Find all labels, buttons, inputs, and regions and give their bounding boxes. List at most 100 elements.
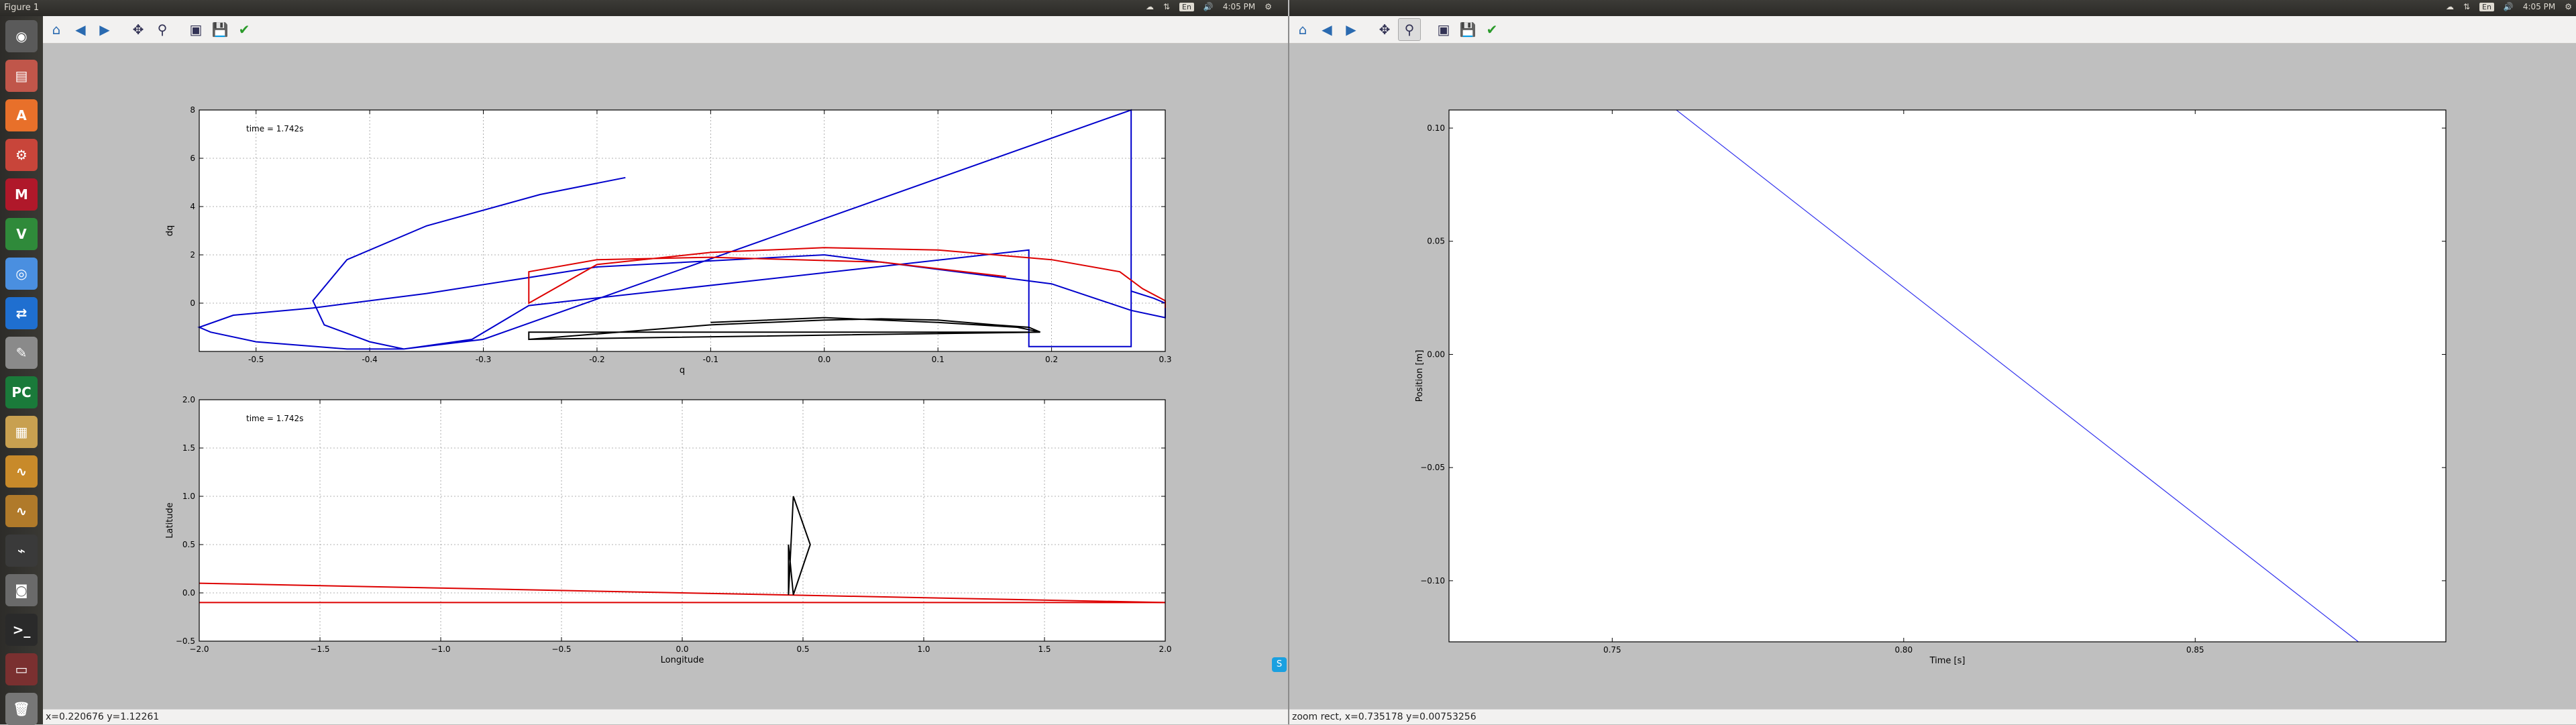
files-icon[interactable]: ▤	[5, 60, 38, 92]
forward-button[interactable]: ▶	[94, 19, 115, 40]
chrome-icon[interactable]: ◎	[5, 258, 38, 290]
pan-icon: ✥	[1379, 21, 1391, 38]
phase-x-tick-label: 0.3	[1159, 355, 1171, 364]
phase-x-axis-label: q	[680, 366, 685, 376]
mendeley-icon[interactable]: M	[5, 178, 38, 211]
figure-1-window: ⌂ ◀ ▶ ✥ ⚲ ▣ 💾 ✔ -0.5 -0.4 -0.3 -0.2 -0.1 0.0 0.1 0.2 0.…	[43, 16, 1288, 724]
position-y-tick-label: −0.05	[1420, 463, 1445, 472]
home-button[interactable]: ⌂	[46, 19, 67, 40]
back-button[interactable]: ◀	[70, 19, 91, 40]
save-button[interactable]: 💾	[209, 19, 231, 40]
position-series-0	[1676, 109, 2359, 643]
window-divider	[1288, 16, 1289, 724]
phase-plot[interactable]: -0.5 -0.4 -0.3 -0.2 -0.1 0.0 0.1 0.2 0.3 0 2 4 6 8 tim…	[43, 43, 1288, 714]
position-y-tick-label: 0.05	[1427, 237, 1445, 246]
position-y-tick-label: 0.10	[1427, 123, 1445, 133]
system-tray-right: ☁ ⇅ En 🔊 4:05 PM ⚙	[2446, 2, 2572, 11]
map-y-axis-label: Latitude	[165, 502, 175, 539]
dash-icon[interactable]: ◉	[5, 20, 38, 52]
map-y-tick-label: 0.0	[182, 588, 195, 598]
subplots-button[interactable]: ▣	[185, 19, 207, 40]
subplots-icon: ▣	[189, 21, 203, 38]
back-button[interactable]: ◀	[1316, 19, 1338, 40]
map-frame	[199, 399, 1166, 642]
position-plot[interactable]: 0.75 0.80 0.85 −0.10 −0.05 0.00 0.05 0.10 Time […	[1289, 43, 2576, 714]
volume-icon[interactable]: 🔊	[2503, 2, 2514, 11]
zoom-button[interactable]: ⚲	[152, 19, 173, 40]
dropbox-icon[interactable]: ☁	[2445, 2, 2454, 11]
dropbox-icon[interactable]: ☁	[1145, 2, 1154, 11]
phase-plot-area	[199, 110, 1165, 351]
text-editor-icon[interactable]: ✎	[5, 337, 38, 369]
system-tray: ☁ ⇅ En 🔊 4:05 PM ⚙	[1146, 2, 1272, 11]
edit-axes-button[interactable]: ✔	[233, 19, 255, 40]
oscilloscope-icon[interactable]: ∿	[5, 455, 38, 488]
map-x-tick-label: 1.5	[1038, 645, 1051, 654]
phase-x-tick-label: -0.4	[362, 355, 377, 364]
map-y-tick-label: 1.0	[182, 492, 195, 501]
position-y-axis-label: Position [m]	[1415, 350, 1425, 402]
trash-icon[interactable]: 🗑	[5, 693, 38, 725]
map-x-tick-label: 2.0	[1159, 645, 1171, 654]
pan-button[interactable]: ✥	[1374, 19, 1395, 40]
phase-x-tick-label: 0.0	[818, 355, 830, 364]
window-title: Figure 1	[4, 3, 40, 13]
pan-button[interactable]: ✥	[127, 19, 149, 40]
map-series-2	[788, 496, 811, 596]
gear-icon[interactable]: ⚙	[1265, 2, 1272, 11]
clock[interactable]: 4:05 PM	[1222, 2, 1256, 11]
phase-x-tick-label: -0.2	[589, 355, 604, 364]
map-series-0	[199, 582, 1166, 604]
phase-x-tick-label: 0.1	[932, 355, 945, 364]
home-icon: ⌂	[1298, 21, 1307, 38]
keyboard-layout-indicator[interactable]: En	[1179, 2, 1194, 11]
map-y-tick-label: 1.5	[182, 443, 195, 453]
home-button[interactable]: ⌂	[1292, 19, 1313, 40]
launcher: ◉ ▤ A ⚙ M V ◎ ⇄ ✎ PC ▦ ∿ ∿ ⌁ ◙ >_ ▭ 🗑	[0, 16, 43, 725]
position-x-tick-label: 0.80	[1894, 645, 1913, 655]
phase-series-1	[528, 247, 1166, 309]
map-x-tick-label: 0.0	[676, 645, 688, 654]
settings-icon[interactable]: ⚙	[5, 139, 38, 171]
network-icon[interactable]: ⇅	[1163, 2, 1170, 11]
save-button[interactable]: 💾	[1457, 19, 1479, 40]
edit-axes-button[interactable]: ✔	[1481, 19, 1503, 40]
pan-icon: ✥	[132, 21, 144, 38]
terminal-icon[interactable]: >_	[5, 614, 38, 646]
keyboard-layout-indicator[interactable]: En	[2479, 2, 2494, 11]
oscilloscope2-icon[interactable]: ∿	[5, 495, 38, 527]
position-y-tick-label: 0.00	[1427, 349, 1445, 359]
forward-arrow-icon: ▶	[99, 21, 110, 38]
pycharm-icon[interactable]: PC	[5, 376, 38, 408]
forward-button[interactable]: ▶	[1340, 19, 1362, 40]
map-x-tick-label: −2.0	[189, 645, 209, 654]
software-center-icon[interactable]: A	[5, 99, 38, 131]
volume-icon[interactable]: 🔊	[1203, 2, 1214, 11]
clock[interactable]: 4:05 PM	[2522, 2, 2556, 11]
figure-2-window: ⌂ ◀ ▶ ✥ ⚲ ▣ 💾 ✔ 0.75 0.80 0.85 −0.10 −0.05 0.00 0.05 0…	[1289, 16, 2576, 724]
zoom-icon: ⚲	[1404, 21, 1415, 38]
camera-icon[interactable]: ◙	[5, 574, 38, 606]
zoom-button[interactable]: ⚲	[1398, 18, 1421, 41]
vim-icon[interactable]: V	[5, 218, 38, 250]
gear-icon[interactable]: ⚙	[2565, 2, 2572, 11]
right-top-panel: ☁ ⇅ En 🔊 4:05 PM ⚙	[1289, 0, 2576, 16]
phase-y-tick-label: 0	[190, 298, 195, 308]
system-monitor-icon[interactable]: ⌁	[5, 535, 38, 567]
map-x-tick-label: 0.5	[796, 645, 809, 654]
teamviewer-icon[interactable]: ⇄	[5, 297, 38, 329]
drive-icon[interactable]: ▭	[5, 653, 38, 685]
map-time-annotation: time = 1.742s	[246, 414, 303, 423]
left-top-panel: Figure 1 ☁ ⇅ En 🔊 4:05 PM ⚙	[0, 0, 1288, 16]
save-icon: 💾	[211, 21, 229, 38]
network-icon[interactable]: ⇅	[2463, 2, 2470, 11]
phase-x-tick-label: -0.1	[703, 355, 718, 364]
map-y-tick-label: −0.5	[176, 636, 195, 646]
phase-y-axis-label: dq	[165, 225, 175, 237]
forward-arrow-icon: ▶	[1346, 21, 1356, 38]
subplots-button[interactable]: ▣	[1433, 19, 1454, 40]
save-icon: 💾	[1459, 21, 1477, 38]
notes-icon[interactable]: ▦	[5, 416, 38, 448]
phase-time-annotation: time = 1.742s	[246, 124, 303, 133]
skype-icon[interactable]: S	[1272, 657, 1287, 672]
